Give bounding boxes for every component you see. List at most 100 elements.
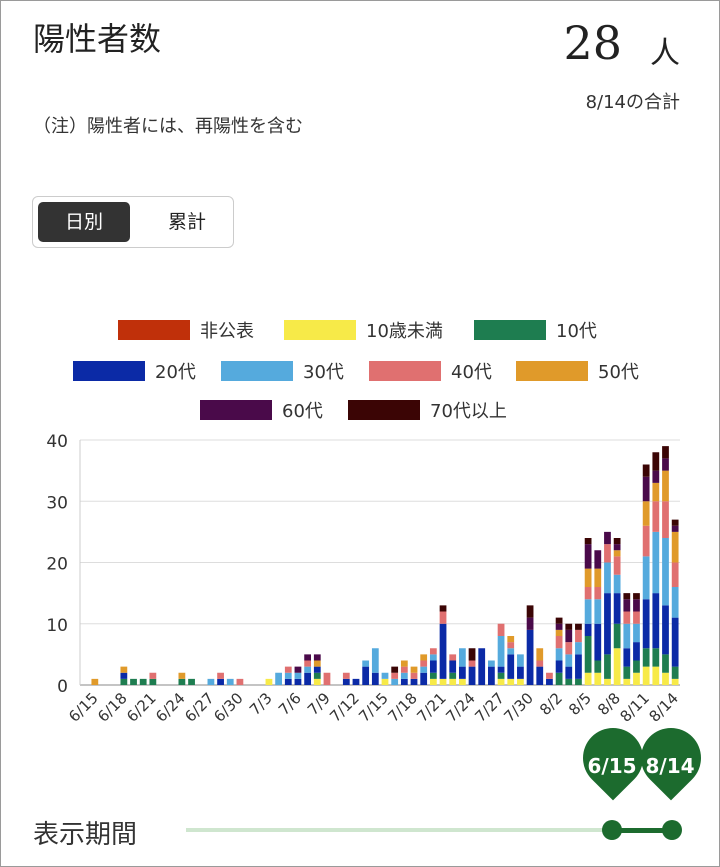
x-tick-label: 7/27 xyxy=(471,689,508,726)
bar-segment xyxy=(207,678,215,685)
bar-segment xyxy=(604,562,611,594)
legend-label: 40代 xyxy=(451,362,492,383)
bar-segment xyxy=(149,672,157,679)
end-date-label: 8/14 xyxy=(645,754,695,778)
legend-swatch xyxy=(118,320,190,340)
bar-segment xyxy=(642,648,650,667)
bar-segment xyxy=(507,678,515,685)
x-tick-label: 6/18 xyxy=(94,689,131,726)
legend-swatch xyxy=(348,400,420,420)
bar-segment xyxy=(488,666,495,685)
bar-segment xyxy=(410,672,418,679)
legend-label: 10歳未満 xyxy=(366,321,443,342)
bar-segment xyxy=(265,678,273,685)
bar-segment xyxy=(623,648,631,667)
bar-segment xyxy=(497,678,505,685)
bar-segment xyxy=(662,538,669,606)
bar-segment xyxy=(120,678,128,685)
bar-segment xyxy=(652,666,660,685)
bar-segment xyxy=(323,672,331,685)
bar-segment xyxy=(517,666,524,679)
bar-segment xyxy=(642,666,650,685)
bar-segment xyxy=(575,654,582,679)
x-tick-label: 6/21 xyxy=(123,689,160,726)
x-tick-label: 7/30 xyxy=(500,689,537,726)
bar-segment xyxy=(555,623,563,630)
bar-segment xyxy=(371,672,379,685)
bar-segment xyxy=(633,593,640,600)
legend-label: 非公表 xyxy=(200,321,254,342)
bar-segment xyxy=(662,458,669,471)
bar-segment xyxy=(652,593,660,649)
legend-swatch xyxy=(73,361,145,381)
bar-segment xyxy=(613,538,621,545)
bar-segment xyxy=(178,678,186,685)
stacked-bar-chart: 非公表 10歳未満 10代 20代 30代 40代 50代 60代 70代以上 0 10 20 30 40… xyxy=(46,320,682,726)
x-tick-label: 7/15 xyxy=(355,689,392,726)
bar-segment xyxy=(633,611,640,624)
period-slider-track[interactable] xyxy=(186,828,612,832)
count-unit: 人 xyxy=(650,36,680,71)
bar-segment xyxy=(642,464,650,477)
x-tick-label: 7/24 xyxy=(442,689,479,726)
bar-segment xyxy=(313,678,321,685)
legend-swatch xyxy=(221,361,293,381)
x-tick-label: 6/15 xyxy=(65,689,102,726)
bar-segment xyxy=(420,654,428,661)
bar-segment xyxy=(584,623,592,636)
bar-segment xyxy=(623,666,631,679)
bar-segment xyxy=(613,648,621,685)
bar-segment xyxy=(613,623,621,649)
bar-segment xyxy=(439,623,447,679)
x-tick-label: 8/11 xyxy=(616,689,653,726)
bar-segment xyxy=(662,470,669,502)
bar-segment xyxy=(594,568,602,587)
bar-segment xyxy=(362,666,370,685)
legend-label: 70代以上 xyxy=(430,401,507,422)
bar-segment xyxy=(304,666,312,673)
y-tick-label: 30 xyxy=(46,493,68,513)
bar-segment xyxy=(381,672,389,679)
bar-segment xyxy=(575,629,582,643)
bar-segment xyxy=(633,660,640,673)
bar-segment xyxy=(304,660,312,667)
bar-segment xyxy=(652,482,660,502)
bar-segment xyxy=(565,623,573,630)
bar-segment xyxy=(362,660,370,667)
bar-segment xyxy=(633,599,640,612)
bar-segment xyxy=(178,672,186,679)
bar-segment xyxy=(623,611,631,624)
cumulative-button[interactable]: 累計 xyxy=(167,211,206,233)
bar-segment xyxy=(313,660,321,667)
bar-segment xyxy=(478,648,486,685)
bar-segment xyxy=(613,550,621,557)
bar-segment xyxy=(652,648,660,667)
bar-segment xyxy=(449,678,457,685)
bar-segment xyxy=(429,660,437,673)
bar-segment xyxy=(633,623,640,643)
bar-segment xyxy=(391,672,399,679)
bar-segment xyxy=(536,660,544,667)
bar-segment xyxy=(313,666,321,673)
bar-segment xyxy=(604,531,611,545)
bar-segment xyxy=(565,629,573,643)
bar-segment xyxy=(623,593,631,600)
period-end-handle[interactable] xyxy=(662,820,682,840)
bar-segment xyxy=(662,605,669,655)
bar-segment xyxy=(294,678,302,685)
bar-segment xyxy=(642,556,650,600)
bar-segment xyxy=(517,654,524,667)
period-slider-selection xyxy=(612,828,672,833)
bar-segment xyxy=(671,531,679,563)
bar-segment xyxy=(400,672,408,679)
bar-segment xyxy=(294,672,302,679)
bar-segment xyxy=(458,648,466,667)
bar-segment xyxy=(458,678,466,685)
period-start-handle[interactable] xyxy=(602,820,622,840)
daily-button[interactable]: 日別 xyxy=(38,202,130,242)
bar-segment xyxy=(342,672,350,679)
x-tick-label: 7/6 xyxy=(275,689,305,719)
bar-segment xyxy=(284,678,292,685)
bar-segment xyxy=(555,672,563,685)
bar-segment xyxy=(584,636,592,673)
